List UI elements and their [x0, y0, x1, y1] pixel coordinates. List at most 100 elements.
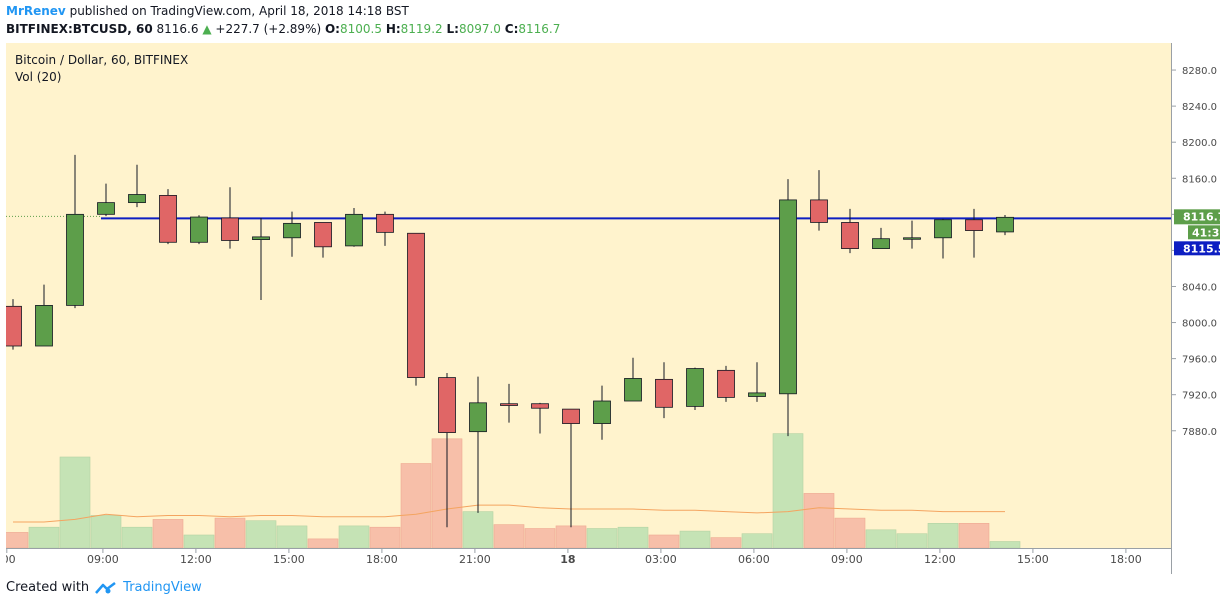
- x-tick-label: 18:00: [1110, 553, 1142, 566]
- last-price-label: 8116.7 41:37 8115.5: [1174, 209, 1227, 256]
- candle-body: [717, 369, 735, 398]
- plot-background: [6, 43, 1171, 548]
- volume-bar: [400, 463, 432, 549]
- author-name[interactable]: MrRenev: [6, 4, 66, 18]
- volume-bar: [958, 522, 990, 549]
- chart-area[interactable]: Bitcoin / Dollar, 60, BITFINEX Vol (20) …: [0, 43, 1227, 574]
- x-tick-label: 15:00: [273, 553, 305, 566]
- y-tick-label: 8160.0: [1182, 174, 1217, 185]
- line-price-label-bg: [1174, 241, 1220, 256]
- volume-bar: [772, 433, 804, 549]
- candle-body: [593, 400, 611, 424]
- candle-body: [4, 305, 22, 347]
- candle-body: [407, 232, 425, 378]
- volume-bar: [493, 524, 525, 549]
- candle-body: [779, 199, 797, 395]
- line-price-label-text: 8115.5: [1183, 242, 1222, 255]
- countdown-label-text: 41:37: [1192, 226, 1222, 239]
- candle-body: [562, 408, 580, 424]
- x-tick-label: :00: [6, 553, 16, 566]
- volume-bar: [276, 525, 308, 549]
- y-tick-label: 7960.0: [1182, 355, 1217, 366]
- x-tick-label: 03:00: [645, 553, 677, 566]
- open-value: 8100.5: [339, 22, 382, 36]
- candle-body: [438, 377, 456, 433]
- candle-body: [872, 238, 890, 250]
- price-change: +227.7 (+2.89%): [215, 22, 322, 36]
- volume-bar: [648, 534, 680, 549]
- x-tick-label: 18: [560, 553, 575, 566]
- x-tick-label: 21:00: [459, 553, 491, 566]
- close-label: C:: [504, 22, 519, 36]
- x-tick-label: 18:00: [366, 553, 398, 566]
- last-price-label-text: 8116.7: [1183, 210, 1222, 223]
- x-tick-label: 09:00: [87, 553, 119, 566]
- volume-bar: [307, 538, 339, 549]
- x-tick-label: 12:00: [180, 553, 212, 566]
- volume-bar: [214, 517, 246, 549]
- volume-bar: [90, 515, 122, 549]
- tradingview-link[interactable]: TradingView: [123, 580, 202, 595]
- volume-bar: [245, 520, 277, 549]
- candle-body: [841, 222, 859, 250]
- open-label: O:: [324, 22, 340, 36]
- volume-bar: [152, 519, 184, 549]
- close-value: 8116.7: [518, 22, 561, 36]
- candle-body: [531, 403, 549, 409]
- low-label: L:: [446, 22, 459, 36]
- countdown-label-bg: [1188, 225, 1220, 240]
- volume-bar: [183, 534, 215, 549]
- candle-body: [934, 219, 952, 239]
- change-up-icon: ▲: [202, 22, 212, 36]
- footer: Created with TradingView: [6, 580, 202, 595]
- last-price: 8116.6: [156, 22, 199, 36]
- candle-body: [128, 194, 146, 204]
- high-label: H:: [385, 22, 401, 36]
- candle-body: [500, 403, 518, 406]
- candle-body: [748, 392, 766, 397]
- time-axis[interactable]: :00 09:00 12:00 15:00 18:00 21:00 18 03:00 06:00…: [0, 548, 1142, 566]
- volume-bar: [369, 526, 401, 549]
- candlestick-chart[interactable]: Bitcoin / Dollar, 60, BITFINEX Vol (20) …: [0, 43, 1227, 574]
- volume-bar: [679, 530, 711, 549]
- volume-bar: [555, 525, 587, 549]
- volume-bar: [338, 525, 370, 549]
- symbol-name: BITFINEX:BTCUSD, 60: [6, 22, 153, 36]
- volume-bar: [121, 526, 153, 549]
- x-tick-label: 15:00: [1017, 553, 1049, 566]
- candle-body: [469, 402, 487, 433]
- candle-body: [903, 237, 921, 240]
- volume-bars: [0, 433, 1021, 549]
- candle-body: [810, 199, 828, 223]
- y-tick-label: 7920.0: [1182, 391, 1217, 402]
- legend-title: Bitcoin / Dollar, 60, BITFINEX: [15, 53, 188, 67]
- y-tick-label: 7880.0: [1182, 427, 1217, 438]
- volume-bar: [0, 532, 29, 549]
- candle-body: [624, 378, 642, 402]
- candle-body: [66, 213, 84, 306]
- volume-ma-line: [13, 504, 1005, 523]
- tradingview-logo-icon: [95, 581, 116, 594]
- volume-bar: [989, 541, 1021, 549]
- candle-body: [996, 216, 1014, 233]
- legend-volume: Vol (20): [15, 70, 61, 84]
- publish-info: MrRenev published on TradingView.com, Ap…: [6, 4, 409, 18]
- x-tick-label: 12:00: [924, 553, 956, 566]
- candle-body: [190, 216, 208, 243]
- volume-bar: [28, 526, 60, 549]
- volume-bar: [927, 522, 959, 549]
- symbol-info-line: BITFINEX:BTCUSD, 60 8116.6 ▲ +227.7 (+2.…: [6, 22, 560, 36]
- low-value: 8097.0: [458, 22, 501, 36]
- y-tick-label: 8200.0: [1182, 138, 1217, 149]
- candle-body: [35, 305, 53, 347]
- x-tick-label: 09:00: [831, 553, 863, 566]
- volume-bar: [834, 517, 866, 549]
- high-value: 8119.2: [400, 22, 443, 36]
- candle-body: [252, 236, 270, 240]
- volume-bar: [741, 533, 773, 549]
- y-tick-label: 8280.0: [1182, 66, 1217, 77]
- y-tick-label: 8040.0: [1182, 282, 1217, 293]
- candle-body: [686, 368, 704, 407]
- candle-body: [314, 222, 332, 248]
- publish-text: published on TradingView.com, April 18, …: [69, 4, 409, 18]
